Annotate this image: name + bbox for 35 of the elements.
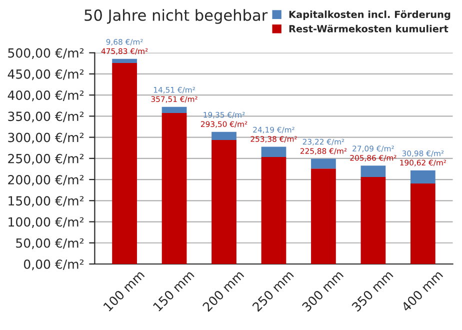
bar (410, 170, 436, 184)
chart-title: 50 Jahre nicht begehbar (84, 9, 268, 24)
bar (212, 132, 236, 140)
y-tick-label: 200,00 €/m² (8, 174, 84, 186)
x-tick-label: 150 mm (152, 270, 195, 312)
bar (261, 146, 286, 157)
bar (311, 168, 336, 264)
bar (311, 158, 336, 169)
bar (112, 63, 137, 264)
bar (112, 58, 137, 64)
y-tick-label: 0,00 €/m² (24, 259, 84, 270)
x-tick-label: 350 mm (351, 270, 394, 312)
y-tick-label: 400,00 €/m² (8, 90, 84, 102)
legend-label: Rest-Wärmekosten kumuliert (289, 24, 448, 32)
bar (360, 166, 386, 178)
bar (261, 156, 286, 264)
y-tick-label: 300,00 €/m² (8, 132, 84, 144)
y-tick-label: 250,00 €/m² (8, 154, 84, 165)
x-tick-label: 250 mm (252, 270, 294, 312)
y-tick-label: 450,00 €/m² (8, 69, 84, 80)
x-tick-label: 100 mm (102, 270, 145, 312)
bar (212, 140, 236, 264)
bar (162, 112, 187, 264)
y-tick-label: 50,00 €/m² (16, 238, 84, 250)
y-tick-label: 150,00 €/m² (8, 196, 84, 207)
y-tick-label: 100,00 €/m² (8, 217, 84, 228)
y-tick-label: 500,00 €/m² (8, 48, 84, 59)
legend-label: Kapitalkosten incl. Förderung (289, 10, 450, 20)
bar (360, 177, 386, 264)
y-tick-label: 350,00 €/m² (8, 112, 84, 122)
x-tick-label: 300 mm (302, 270, 344, 312)
x-tick-label: 200 mm (202, 270, 244, 312)
bar (162, 106, 187, 113)
bar (410, 183, 436, 264)
x-tick-label: 400 mm (400, 270, 444, 312)
